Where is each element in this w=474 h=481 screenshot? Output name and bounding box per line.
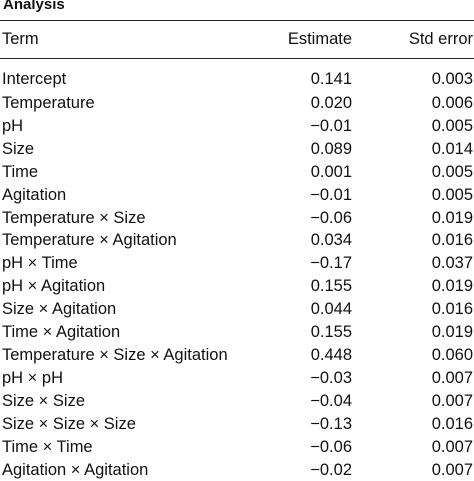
term-cell: Agitation (0, 184, 270, 207)
estimate-cell: −0.01 (270, 184, 362, 207)
table-title: Analysis (3, 0, 65, 15)
estimate-cell: 0.155 (270, 321, 362, 344)
term-cell: Temperature × Agitation (0, 229, 270, 252)
estimate-cell: −0.03 (270, 367, 362, 390)
std-error-cell: 0.003 (362, 58, 474, 92)
estimate-cell: −0.01 (270, 115, 362, 138)
column-header-estimate: Estimate (270, 28, 362, 58)
estimate-cell: 0.001 (270, 161, 362, 184)
estimate-cell: 0.089 (270, 138, 362, 161)
std-error-cell: 0.037 (362, 252, 474, 275)
estimate-cell: −0.04 (270, 390, 362, 413)
std-error-cell: 0.007 (362, 367, 474, 390)
std-error-cell: 0.019 (362, 321, 474, 344)
term-cell: pH × Time (0, 252, 270, 275)
table-header: Term Estimate Std error (0, 28, 474, 58)
term-cell: Size × Size × Size (0, 413, 270, 436)
term-cell: Size × Agitation (0, 298, 270, 321)
std-error-cell: 0.007 (362, 436, 474, 459)
std-error-cell: 0.019 (362, 207, 474, 230)
term-cell: Intercept (0, 58, 270, 92)
term-cell: pH (0, 115, 270, 138)
std-error-cell: 0.005 (362, 161, 474, 184)
column-header-term: Term (0, 28, 270, 58)
term-cell: Time × Time (0, 436, 270, 459)
std-error-cell: 0.006 (362, 92, 474, 115)
estimate-cell: −0.17 (270, 252, 362, 275)
top-rule (0, 20, 474, 21)
estimate-cell: −0.02 (270, 459, 362, 481)
term-cell: Temperature × Size (0, 207, 270, 230)
estimate-cell: −0.13 (270, 413, 362, 436)
estimate-cell: 0.020 (270, 92, 362, 115)
term-cell: pH × pH (0, 367, 270, 390)
header-row: Term Estimate Std error (0, 28, 474, 58)
term-cell: Size (0, 138, 270, 161)
std-error-cell: 0.007 (362, 390, 474, 413)
estimate-cell: 0.155 (270, 275, 362, 298)
estimate-cell: 0.448 (270, 344, 362, 367)
term-cell: Agitation × Agitation (0, 459, 270, 481)
std-error-cell: 0.016 (362, 298, 474, 321)
std-error-cell: 0.014 (362, 138, 474, 161)
estimate-cell: −0.06 (270, 436, 362, 459)
estimate-cell: −0.06 (270, 207, 362, 230)
std-error-cell: 0.007 (362, 459, 474, 481)
term-cell: Time × Agitation (0, 321, 270, 344)
std-error-cell: 0.019 (362, 275, 474, 298)
estimate-cell: 0.034 (270, 229, 362, 252)
std-error-cell: 0.005 (362, 184, 474, 207)
std-error-cell: 0.016 (362, 413, 474, 436)
term-cell: Temperature (0, 92, 270, 115)
column-header-std-error: Std error (362, 28, 474, 58)
estimate-cell: 0.141 (270, 58, 362, 92)
term-cell: Temperature × Size × Agitation (0, 344, 270, 367)
term-cell: Size × Size (0, 390, 270, 413)
std-error-cell: 0.016 (362, 229, 474, 252)
std-error-cell: 0.005 (362, 115, 474, 138)
std-error-cell: 0.060 (362, 344, 474, 367)
term-cell: Time (0, 161, 270, 184)
estimate-cell: 0.044 (270, 298, 362, 321)
term-cell: pH × Agitation (0, 275, 270, 298)
